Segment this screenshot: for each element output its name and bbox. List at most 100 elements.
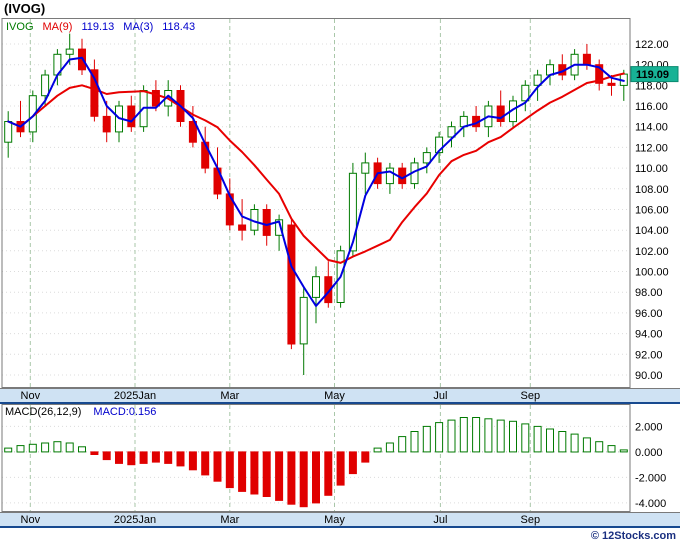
macd-bar xyxy=(361,451,370,463)
macd-bar xyxy=(213,451,222,482)
y-tick-label: 92.00 xyxy=(635,349,663,361)
macd-legend: MACD(26,12,9) MACD:0.156 xyxy=(5,406,156,418)
macd-bar xyxy=(275,451,284,501)
price-chart-pane: IVOG MA(9) 119.13 MA(3) 118.43 122.00 120.00 1… xyxy=(0,18,680,388)
plot-border xyxy=(1,404,631,512)
macd-bar xyxy=(102,451,111,461)
macd-bar xyxy=(53,441,62,453)
legend-item: 118.43 xyxy=(162,21,196,33)
macd-label: MACD(26,12,9) xyxy=(5,406,82,418)
y-tick-label: 112.00 xyxy=(635,142,668,154)
macd-bar xyxy=(496,419,505,453)
candle-up xyxy=(459,111,468,138)
candle-up xyxy=(115,100,123,143)
macd-bar xyxy=(188,451,197,471)
macd-bar xyxy=(41,442,50,453)
candle-up xyxy=(312,266,320,324)
y-tick-label: 2.000 xyxy=(635,421,663,433)
y-tick-label: 98.00 xyxy=(635,287,663,299)
y-tick-label: 0.000 xyxy=(635,447,663,459)
macd-bar xyxy=(619,449,628,453)
macd-bar xyxy=(447,419,456,453)
macd-bar xyxy=(435,422,444,453)
macd-bar xyxy=(459,417,468,453)
x-axis-label: Sep xyxy=(520,390,541,402)
x-axis-label: Nov xyxy=(20,514,41,526)
candle-up xyxy=(447,121,456,148)
macd-bar xyxy=(373,447,382,453)
x-axis-label: Mar xyxy=(220,514,240,526)
candle-down xyxy=(496,90,505,127)
macd-bar xyxy=(312,451,320,504)
y-tick-label: 90.00 xyxy=(635,370,663,382)
x-axis-label: May xyxy=(324,514,345,526)
y-tick-label: 122.00 xyxy=(635,39,669,51)
y-tick-label: 114.00 xyxy=(635,122,668,134)
y-tick-label: 110.00 xyxy=(635,163,668,175)
legend-item: IVOG xyxy=(6,21,34,33)
macd-bar xyxy=(521,423,530,453)
candle-down xyxy=(472,106,481,132)
macd-bar xyxy=(558,431,567,453)
price-chart-legend: IVOG MA(9) 119.13 MA(3) 118.43 xyxy=(6,21,195,33)
macd-bar xyxy=(262,451,271,497)
macd-bar xyxy=(250,451,259,495)
macd-bar xyxy=(151,451,160,463)
candle-up xyxy=(521,80,530,112)
candle-down xyxy=(127,95,136,132)
candle-down xyxy=(225,178,234,231)
y-tick-label: 116.00 xyxy=(635,101,668,113)
candle-up xyxy=(546,59,554,86)
candle-up xyxy=(435,131,444,163)
macd-bar xyxy=(348,451,357,475)
x-axis-label: Mar xyxy=(220,390,240,402)
macd-bar xyxy=(533,425,542,453)
macd-bar xyxy=(422,425,431,453)
macd-bar xyxy=(78,446,86,453)
y-tick-label: 118.00 xyxy=(635,80,668,92)
y-tick-label: 96.00 xyxy=(635,308,663,320)
macd-bar xyxy=(90,451,99,456)
svg-text:119.09: 119.09 xyxy=(636,69,669,81)
legend-item: MA(9) xyxy=(42,21,73,33)
candle-down xyxy=(102,100,111,143)
x-axis-label: 2025Jan xyxy=(113,514,157,526)
macd-pane: MACD(26,12,9) MACD:0.156 2.000 0.000 -2.00… xyxy=(0,404,680,512)
candle-down xyxy=(287,219,296,350)
macd-bar xyxy=(546,428,554,453)
candle-up xyxy=(533,69,542,101)
macd-bar xyxy=(287,451,296,505)
x-axis-label: Sep xyxy=(520,514,541,526)
macd-bar xyxy=(4,447,13,453)
macd-bar xyxy=(139,451,148,464)
macd-bar xyxy=(16,445,25,453)
y-tick-label: 94.00 xyxy=(635,329,663,341)
macd-bar xyxy=(115,451,123,464)
candle-up xyxy=(361,152,370,194)
macd-bar xyxy=(65,442,74,453)
x-axis-label: May xyxy=(324,390,345,402)
candle-down xyxy=(558,54,567,81)
y-tick-label: 120.00 xyxy=(635,60,669,72)
ma9-line xyxy=(7,72,625,264)
candle-up xyxy=(422,147,431,174)
macd-bar xyxy=(607,445,616,453)
ma3-line xyxy=(7,56,625,307)
macd-bar xyxy=(127,451,136,466)
macd-value: MACD:0.156 xyxy=(93,406,157,418)
candle-down xyxy=(324,261,333,308)
macd-bar xyxy=(225,451,234,489)
candle-down xyxy=(238,199,247,241)
y-tick-label: -4.000 xyxy=(635,498,666,510)
copyright: © 12Stocks.com xyxy=(590,530,676,542)
macd-bar xyxy=(398,436,407,453)
candle-down xyxy=(188,106,197,148)
x-axis-label: Jul xyxy=(433,514,448,526)
macd-bar xyxy=(299,451,308,508)
y-tick-label: -2.000 xyxy=(635,472,666,484)
y-tick-label: 100.00 xyxy=(635,267,669,279)
plot-border xyxy=(1,18,631,388)
macd-chart: 2.000 0.000 -2.000 -4.000 xyxy=(1,404,666,512)
macd-bar xyxy=(570,433,579,453)
